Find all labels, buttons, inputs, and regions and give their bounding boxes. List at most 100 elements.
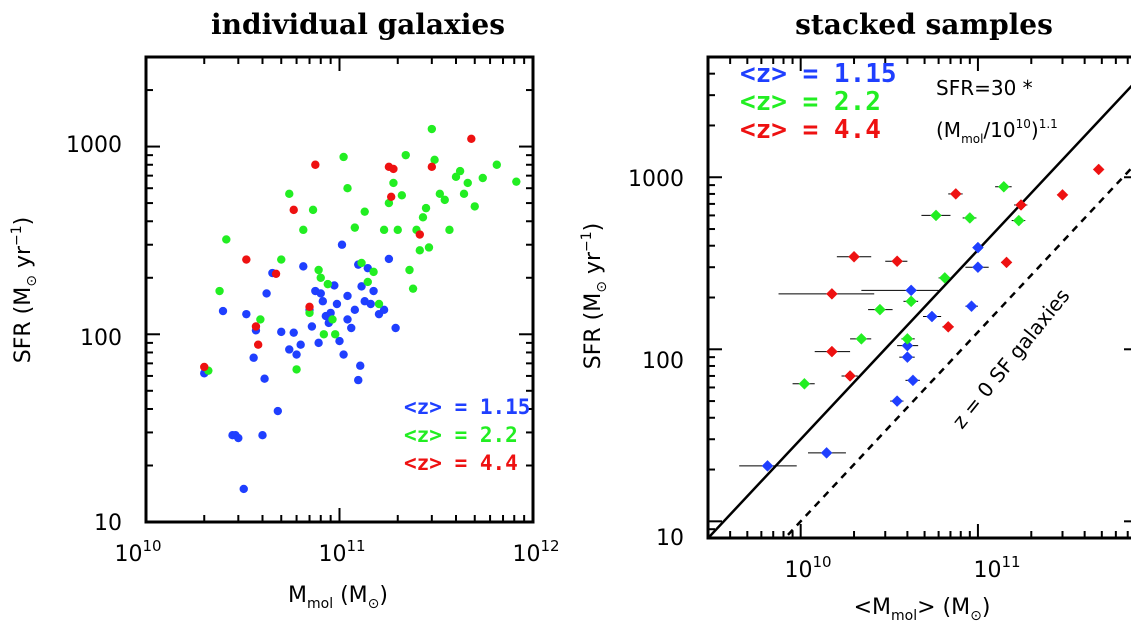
left-point-s0-37 bbox=[356, 361, 365, 370]
left-point-s1-14 bbox=[328, 315, 337, 324]
left-point-s0-16 bbox=[289, 328, 298, 337]
left-point-s2-10 bbox=[386, 192, 396, 201]
right-point-s1-4 bbox=[905, 295, 918, 308]
left-point-s0-49 bbox=[343, 315, 352, 324]
right-point-s2-6 bbox=[949, 188, 962, 200]
right-ytick-1000: 1000 bbox=[628, 167, 684, 192]
fit-annotation-line2: (Mmol/1010)1.1 bbox=[936, 117, 1058, 146]
left-ytick-10: 10 bbox=[94, 511, 122, 536]
left-point-s1-46 bbox=[470, 202, 479, 211]
left-point-s1-29 bbox=[401, 150, 410, 160]
left-point-s1-30 bbox=[405, 265, 414, 275]
right-point-s1-8 bbox=[997, 180, 1010, 193]
right-ytick-10: 10 bbox=[656, 526, 684, 551]
left-point-s0-6 bbox=[242, 309, 251, 319]
right-point-s0-1 bbox=[820, 447, 833, 459]
right-point-s0-3 bbox=[907, 374, 919, 387]
left-point-s2-5 bbox=[289, 205, 298, 215]
left-point-s1-11 bbox=[316, 273, 325, 282]
left-point-s1-41 bbox=[445, 225, 454, 235]
right-legend-z44: <z> = 4.4 bbox=[740, 115, 881, 145]
left-point-s0-9 bbox=[258, 430, 267, 440]
left-point-s0-13 bbox=[273, 406, 283, 416]
left-point-s0-24 bbox=[318, 297, 328, 306]
left-point-s0-29 bbox=[332, 299, 342, 309]
left-point-s1-27 bbox=[393, 225, 402, 235]
right-point-s2-8 bbox=[1015, 199, 1027, 211]
left-point-s1-6 bbox=[292, 365, 301, 374]
left-point-s0-31 bbox=[337, 240, 347, 249]
left-point-s1-35 bbox=[421, 203, 431, 213]
right-point-s1-9 bbox=[1012, 214, 1025, 227]
right-x-tick-labels: 1010 1011 bbox=[784, 553, 1020, 583]
right-plot-area bbox=[708, 84, 1131, 538]
left-xtick-1e11: 1011 bbox=[318, 537, 365, 567]
left-point-s1-23 bbox=[374, 299, 384, 309]
left-point-s0-35 bbox=[350, 305, 360, 315]
left-point-s1-18 bbox=[350, 223, 360, 232]
left-point-s0-7 bbox=[249, 353, 258, 362]
left-point-s1-47 bbox=[478, 173, 487, 183]
left-point-s1-24 bbox=[379, 225, 389, 235]
right-point-s1-7 bbox=[963, 212, 976, 224]
right-point-s1-0 bbox=[798, 377, 811, 390]
left-point-s1-9 bbox=[308, 205, 318, 215]
left-point-s0-1 bbox=[218, 306, 228, 316]
left-legend-z22: <z> = 2.2 bbox=[404, 423, 518, 447]
left-point-s1-16 bbox=[339, 152, 348, 162]
right-point-s2-10 bbox=[1092, 163, 1105, 176]
left-point-s2-2 bbox=[251, 322, 261, 331]
left-point-s1-45 bbox=[463, 178, 472, 188]
left-plot-area bbox=[200, 124, 521, 494]
right-legend-z22: <z> = 2.2 bbox=[740, 87, 881, 117]
right-point-s2-9 bbox=[1056, 189, 1069, 201]
right-point-s2-0 bbox=[826, 288, 838, 300]
left-x-tick-labels: 1010 1011 1012 bbox=[114, 537, 559, 567]
left-point-s1-38 bbox=[430, 155, 439, 165]
left-point-s2-11 bbox=[427, 162, 437, 172]
left-title: individual galaxies bbox=[211, 8, 505, 41]
left-point-s0-42 bbox=[369, 286, 378, 296]
left-point-s0-36 bbox=[354, 375, 363, 385]
left-point-s1-22 bbox=[369, 267, 378, 277]
left-point-s2-9 bbox=[389, 164, 398, 174]
left-point-s1-1 bbox=[215, 286, 224, 296]
left-point-s1-17 bbox=[343, 184, 352, 193]
right-point-s0-0 bbox=[761, 460, 774, 472]
left-point-s2-1 bbox=[242, 255, 251, 264]
left-point-s1-20 bbox=[360, 207, 369, 216]
right-point-s1-6 bbox=[938, 272, 951, 284]
left-point-s2-4 bbox=[271, 269, 281, 278]
left-point-s0-27 bbox=[326, 308, 335, 318]
left-point-s1-8 bbox=[305, 308, 314, 318]
left-point-s1-43 bbox=[455, 166, 465, 176]
left-point-s0-38 bbox=[357, 282, 366, 291]
left-point-s1-37 bbox=[427, 124, 437, 134]
right-point-s0-2 bbox=[891, 395, 903, 407]
left-point-s1-26 bbox=[389, 178, 398, 188]
right-point-s0-10 bbox=[972, 241, 984, 254]
left-point-s2-0 bbox=[200, 362, 209, 372]
right-plot-inner bbox=[708, 84, 1131, 538]
right-ticks bbox=[707, 56, 1131, 539]
left-ytick-1000: 1000 bbox=[66, 133, 122, 158]
left-point-s0-32 bbox=[339, 350, 348, 359]
left-x-axis-label: Mmol (M⊙) bbox=[288, 583, 388, 612]
left-point-s0-46 bbox=[391, 323, 400, 333]
left-point-s0-5 bbox=[239, 484, 248, 494]
left-point-s0-44 bbox=[379, 305, 389, 315]
right-legend: <z> = 1.15 <z> = 2.2 <z> = 4.4 bbox=[740, 59, 897, 145]
right-ytick-100: 100 bbox=[642, 349, 684, 374]
right-point-s2-3 bbox=[848, 250, 860, 263]
left-point-s0-15 bbox=[285, 345, 294, 354]
left-point-s0-10 bbox=[260, 374, 269, 383]
left-point-s1-33 bbox=[415, 246, 424, 255]
left-ytick-100: 100 bbox=[80, 326, 122, 351]
right-point-s0-8 bbox=[965, 300, 978, 313]
right-y-tick-labels: 10 100 1000 bbox=[628, 167, 684, 551]
left-point-s1-10 bbox=[314, 265, 323, 275]
fit-annotation-line1: SFR=30 * bbox=[936, 76, 1033, 100]
right-point-s0-4 bbox=[901, 351, 914, 364]
left-point-s1-2 bbox=[222, 235, 231, 244]
left-point-s2-13 bbox=[467, 134, 476, 143]
